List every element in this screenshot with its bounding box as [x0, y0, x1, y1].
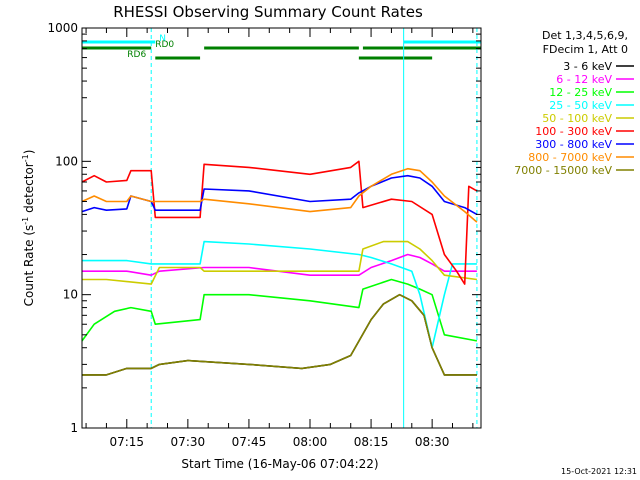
flag-rd6-label: RD6 — [127, 50, 146, 60]
chart-title: RHESSI Observing Summary Count Rates — [113, 3, 423, 21]
plot-frame — [81, 27, 482, 429]
legend-label-0: 3 - 6 keV — [563, 60, 612, 73]
legend: Det 1,3,4,5,6,9, FDecim 1, Att 0 3 - 6 k… — [514, 29, 634, 177]
x-tick-label-4: 08:15 — [354, 435, 389, 449]
legend-label-3: 25 - 50 keV — [549, 99, 612, 112]
series-lines — [81, 160, 478, 376]
x-tick-label-2: 07:45 — [232, 435, 267, 449]
x-tick-label-5: 08:30 — [415, 435, 450, 449]
flag-rd0-label: RD0 — [155, 40, 174, 50]
y-axis-label-end: ) — [22, 150, 36, 155]
series-line-8 — [82, 293, 477, 376]
y-tick-label-0: 1 — [70, 421, 78, 435]
x-axis-ticks: 07:15 07:30 07:45 08:00 08:15 08:30 — [85, 28, 474, 449]
flag-n-label: N — [159, 34, 166, 44]
series-line-2 — [81, 278, 478, 342]
legend-label-2: 12 - 25 keV — [549, 86, 612, 99]
legend-label-1: 6 - 12 keV — [556, 73, 612, 86]
y-tick-label-2: 100 — [55, 154, 78, 168]
series-line-6 — [81, 174, 478, 216]
x-axis-label: Start Time (16-May-06 07:04:22) — [181, 457, 378, 471]
legend-header-line2: FDecim 1, Att 0 — [543, 43, 628, 56]
y-tick-label-3: 1000 — [47, 21, 78, 35]
y-axis-label: Count Rate (s-1 detector-1) — [21, 150, 36, 307]
series-line-7 — [81, 167, 478, 223]
y-tick-label-1: 10 — [63, 288, 78, 302]
x-tick-label-1: 07:30 — [171, 435, 206, 449]
y-axis-ticks: 1 10 100 1000 — [47, 21, 481, 435]
x-tick-label-3: 08:00 — [293, 435, 328, 449]
y-axis-label-main: Count Rate (s — [22, 225, 36, 307]
y-axis-label-mid: detector — [22, 162, 36, 217]
series-line-4 — [82, 240, 478, 285]
x-tick-label-0: 07:15 — [109, 435, 144, 449]
series-line-3 — [82, 240, 477, 349]
legend-label-7: 800 - 7000 keV — [528, 151, 612, 164]
y-axis-label-sup2: -1 — [21, 154, 30, 162]
legend-label-8: 7000 - 15000 keV — [514, 164, 612, 177]
legend-label-4: 50 - 100 keV — [542, 112, 612, 125]
series-line-1 — [82, 253, 477, 277]
footer-timestamp: 15-Oct-2021 12:31 — [561, 467, 637, 476]
legend-label-5: 100 - 300 keV — [535, 125, 612, 138]
y-axis-label-sup1: -1 — [21, 217, 30, 225]
legend-label-6: 300 - 800 keV — [535, 138, 612, 151]
legend-header-line1: Det 1,3,4,5,6,9, — [542, 29, 628, 42]
series-line-5 — [81, 160, 478, 285]
